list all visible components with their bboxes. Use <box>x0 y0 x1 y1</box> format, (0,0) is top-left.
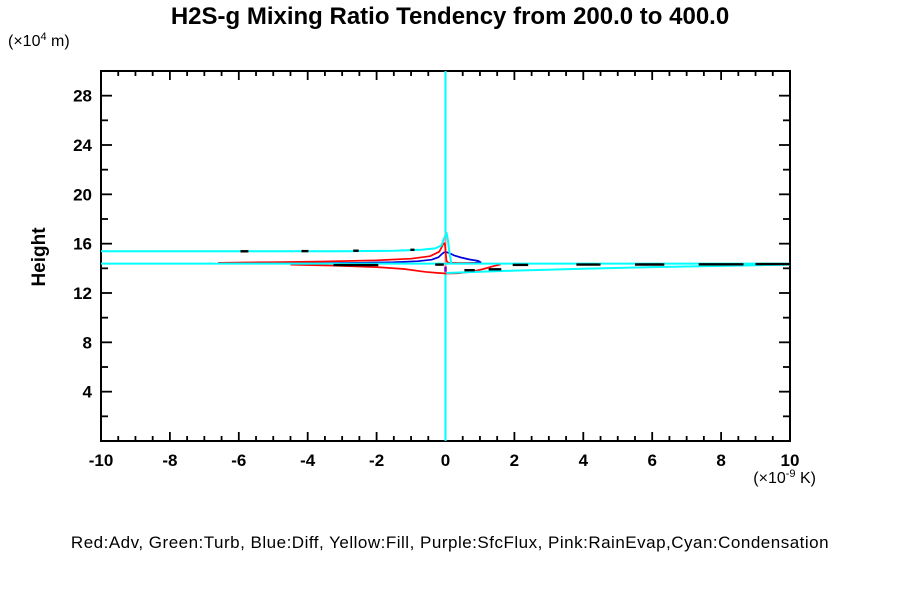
x-tick-label: 10 <box>781 451 800 470</box>
y-unit-suffix: m) <box>46 33 70 50</box>
y-axis-unit-label: (×104 m) <box>8 31 70 51</box>
x-tick-label: 2 <box>510 451 519 470</box>
y-tick-label: 12 <box>73 284 92 303</box>
x-tick-label: -8 <box>162 451 177 470</box>
x-unit-prefix: (×10 <box>753 470 786 487</box>
page-title: H2S-g Mixing Ratio Tendency from 200.0 t… <box>170 3 730 30</box>
x-tick-label: -10 <box>89 451 114 470</box>
y-tick-label: 16 <box>73 235 92 254</box>
x-tick-label: 0 <box>441 451 450 470</box>
x-tick-label: -6 <box>231 451 246 470</box>
x-unit-suffix: K) <box>795 470 816 487</box>
series-condensation-line <box>101 231 453 264</box>
series-diff-line <box>228 251 482 265</box>
y-tick-label: 24 <box>73 136 92 155</box>
y-tick-label: 8 <box>83 333 92 352</box>
series-adv-line <box>290 263 501 275</box>
x-tick-label: 6 <box>647 451 656 470</box>
y-unit-prefix: (×10 <box>8 33 41 50</box>
y-tick-label: 20 <box>73 185 92 204</box>
x-unit-exponent: -9 <box>785 468 796 480</box>
color-key-legend: Red:Adv, Green:Turb, Blue:Diff, Yellow:F… <box>70 533 830 552</box>
x-tick-label: -4 <box>300 451 316 470</box>
y-tick-label: 4 <box>83 383 93 402</box>
x-tick-label: 4 <box>579 451 589 470</box>
y-unit-exponent: 4 <box>40 31 47 43</box>
x-tick-label: 8 <box>716 451 725 470</box>
series-adv-line <box>218 242 477 265</box>
y-tick-label: 28 <box>73 87 92 106</box>
x-tick-label: -2 <box>369 451 384 470</box>
x-axis-unit-label: (×10-9 K) <box>753 468 816 488</box>
series-condensation-line <box>446 263 791 274</box>
